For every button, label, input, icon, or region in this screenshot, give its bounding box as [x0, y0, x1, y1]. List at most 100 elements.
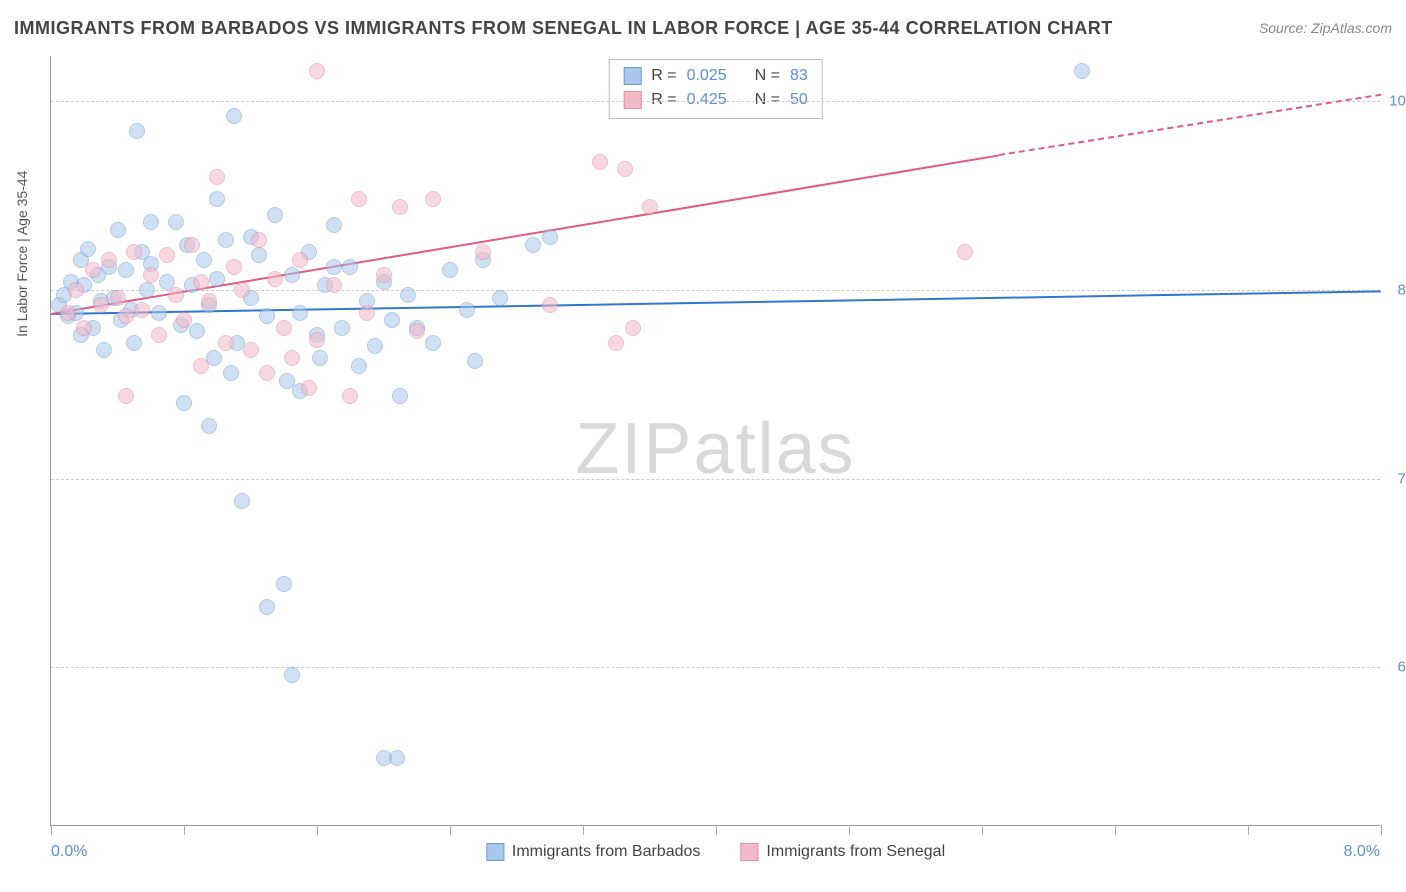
data-point — [267, 207, 283, 223]
data-point — [76, 320, 92, 336]
data-point — [234, 282, 250, 298]
data-point — [96, 342, 112, 358]
data-point — [276, 576, 292, 592]
data-point — [159, 247, 175, 263]
stat-r-barbados: 0.025 — [687, 64, 727, 88]
data-point — [342, 388, 358, 404]
data-point — [176, 395, 192, 411]
data-point — [267, 271, 283, 287]
data-point — [351, 191, 367, 207]
legend-swatch-senegal — [740, 843, 758, 861]
data-point — [193, 358, 209, 374]
data-point — [209, 169, 225, 185]
data-point — [442, 262, 458, 278]
data-point — [425, 335, 441, 351]
data-point — [284, 667, 300, 683]
x-tick — [1115, 825, 1116, 835]
data-point — [110, 222, 126, 238]
data-point — [475, 244, 491, 260]
data-point — [193, 274, 209, 290]
data-point — [542, 229, 558, 245]
data-point — [359, 305, 375, 321]
data-point — [126, 244, 142, 260]
data-point — [93, 297, 109, 313]
legend-label-senegal: Immigrants from Senegal — [766, 843, 945, 861]
x-tick — [51, 825, 52, 835]
data-point — [276, 320, 292, 336]
data-point — [110, 290, 126, 306]
data-point — [134, 302, 150, 318]
data-point — [492, 290, 508, 306]
data-point — [342, 259, 358, 275]
watermark-right: atlas — [693, 409, 855, 489]
swatch-barbados — [623, 67, 641, 85]
y-tick-label: 62.5% — [1397, 659, 1406, 676]
data-point — [592, 154, 608, 170]
data-point — [101, 252, 117, 268]
gridline-h — [51, 101, 1380, 102]
data-point — [68, 282, 84, 298]
stat-n-barbados: 83 — [790, 64, 808, 88]
data-point — [251, 247, 267, 263]
data-point — [334, 320, 350, 336]
data-point — [367, 338, 383, 354]
data-point — [184, 237, 200, 253]
data-point — [251, 232, 267, 248]
y-tick-label: 100.0% — [1389, 93, 1406, 110]
data-point — [351, 358, 367, 374]
x-tick — [1248, 825, 1249, 835]
data-point — [425, 191, 441, 207]
x-tick — [450, 825, 451, 835]
stat-r-label: R = — [651, 64, 676, 88]
data-point — [459, 302, 475, 318]
data-point — [376, 267, 392, 283]
legend-item-senegal: Immigrants from Senegal — [740, 843, 945, 861]
data-point — [196, 252, 212, 268]
stat-n-label-2: N = — [755, 88, 780, 112]
data-point — [139, 282, 155, 298]
data-point — [118, 308, 134, 324]
data-point — [467, 353, 483, 369]
data-point — [642, 199, 658, 215]
data-point — [218, 335, 234, 351]
data-point — [259, 365, 275, 381]
data-point — [284, 350, 300, 366]
plot-area: ZIPatlas R = 0.025 N = 83 R = 0.425 N = … — [50, 56, 1380, 826]
data-point — [625, 320, 641, 336]
data-point — [189, 323, 205, 339]
data-point — [168, 214, 184, 230]
data-point — [1074, 63, 1090, 79]
data-point — [234, 493, 250, 509]
data-point — [301, 380, 317, 396]
data-point — [209, 191, 225, 207]
chart-title: IMMIGRANTS FROM BARBADOS VS IMMIGRANTS F… — [14, 18, 1113, 38]
data-point — [312, 350, 328, 366]
x-axis-min-label: 0.0% — [51, 843, 87, 861]
data-point — [80, 241, 96, 257]
data-point — [143, 214, 159, 230]
data-point — [326, 217, 342, 233]
data-point — [400, 287, 416, 303]
data-point — [292, 305, 308, 321]
data-point — [226, 259, 242, 275]
x-tick — [583, 825, 584, 835]
data-point — [326, 259, 342, 275]
y-tick-label: 87.5% — [1397, 282, 1406, 299]
y-tick-label: 75.0% — [1397, 470, 1406, 487]
data-point — [392, 388, 408, 404]
data-point — [957, 244, 973, 260]
stat-r-senegal: 0.425 — [687, 88, 727, 112]
data-point — [226, 108, 242, 124]
data-point — [60, 305, 76, 321]
watermark-left: ZIP — [575, 409, 693, 489]
data-point — [409, 323, 425, 339]
data-point — [126, 335, 142, 351]
data-point — [176, 312, 192, 328]
x-tick — [1381, 825, 1382, 835]
watermark: ZIPatlas — [575, 408, 855, 490]
data-point — [143, 267, 159, 283]
x-tick — [849, 825, 850, 835]
data-point — [209, 271, 225, 287]
data-point — [118, 262, 134, 278]
legend-item-barbados: Immigrants from Barbados — [486, 843, 701, 861]
